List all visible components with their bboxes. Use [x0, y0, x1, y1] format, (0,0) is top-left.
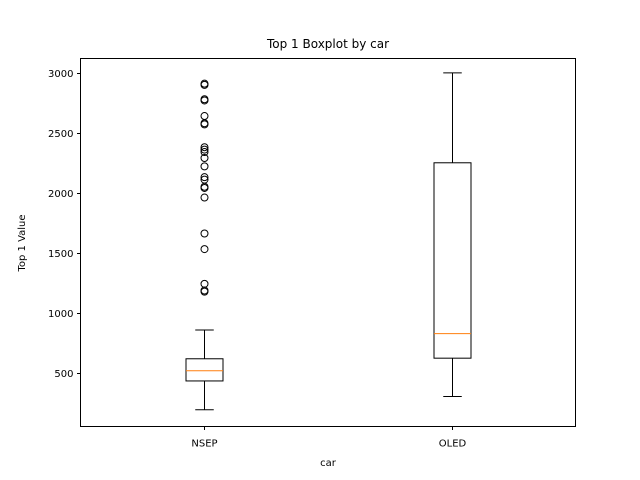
y-tick-label: 2000 [48, 189, 73, 200]
boxes-layer [185, 72, 472, 411]
y-axis: 500 1000 1500 2000 2500 3000 [48, 69, 81, 380]
iqr-box [433, 162, 472, 359]
outlier-point [200, 153, 209, 162]
y-tick-label: 1000 [48, 309, 73, 320]
outlier-point [200, 229, 209, 238]
y-tick-label: 2500 [48, 129, 73, 140]
x-axis: NSEP OLED [191, 426, 467, 450]
y-axis-label: Top 1 Value [17, 214, 28, 272]
outlier-point [200, 245, 209, 254]
x-axis-label: car [320, 458, 337, 469]
outlier-point [200, 162, 209, 171]
outlier-point [200, 112, 209, 121]
iqr-box [185, 358, 224, 382]
outlier-point [200, 79, 209, 88]
box-group-nsep [185, 79, 224, 411]
x-tick-label: OLED [439, 439, 467, 450]
x-tick-label: NSEP [191, 439, 217, 450]
outlier-point [200, 173, 209, 182]
outlier-point [200, 145, 209, 154]
y-tick-label: 1500 [48, 249, 73, 260]
y-tick-label: 500 [54, 369, 73, 380]
box-group-oled [433, 72, 472, 398]
outlier-point [200, 279, 209, 288]
outlier-point [200, 95, 209, 104]
y-tick-label: 3000 [48, 69, 73, 80]
outlier-point [200, 193, 209, 202]
outlier-point [200, 143, 209, 152]
plot-frame [80, 58, 576, 427]
chart-title: Top 1 Boxplot by car [266, 37, 389, 51]
outlier-point [200, 175, 209, 184]
outlier-point [200, 147, 209, 156]
